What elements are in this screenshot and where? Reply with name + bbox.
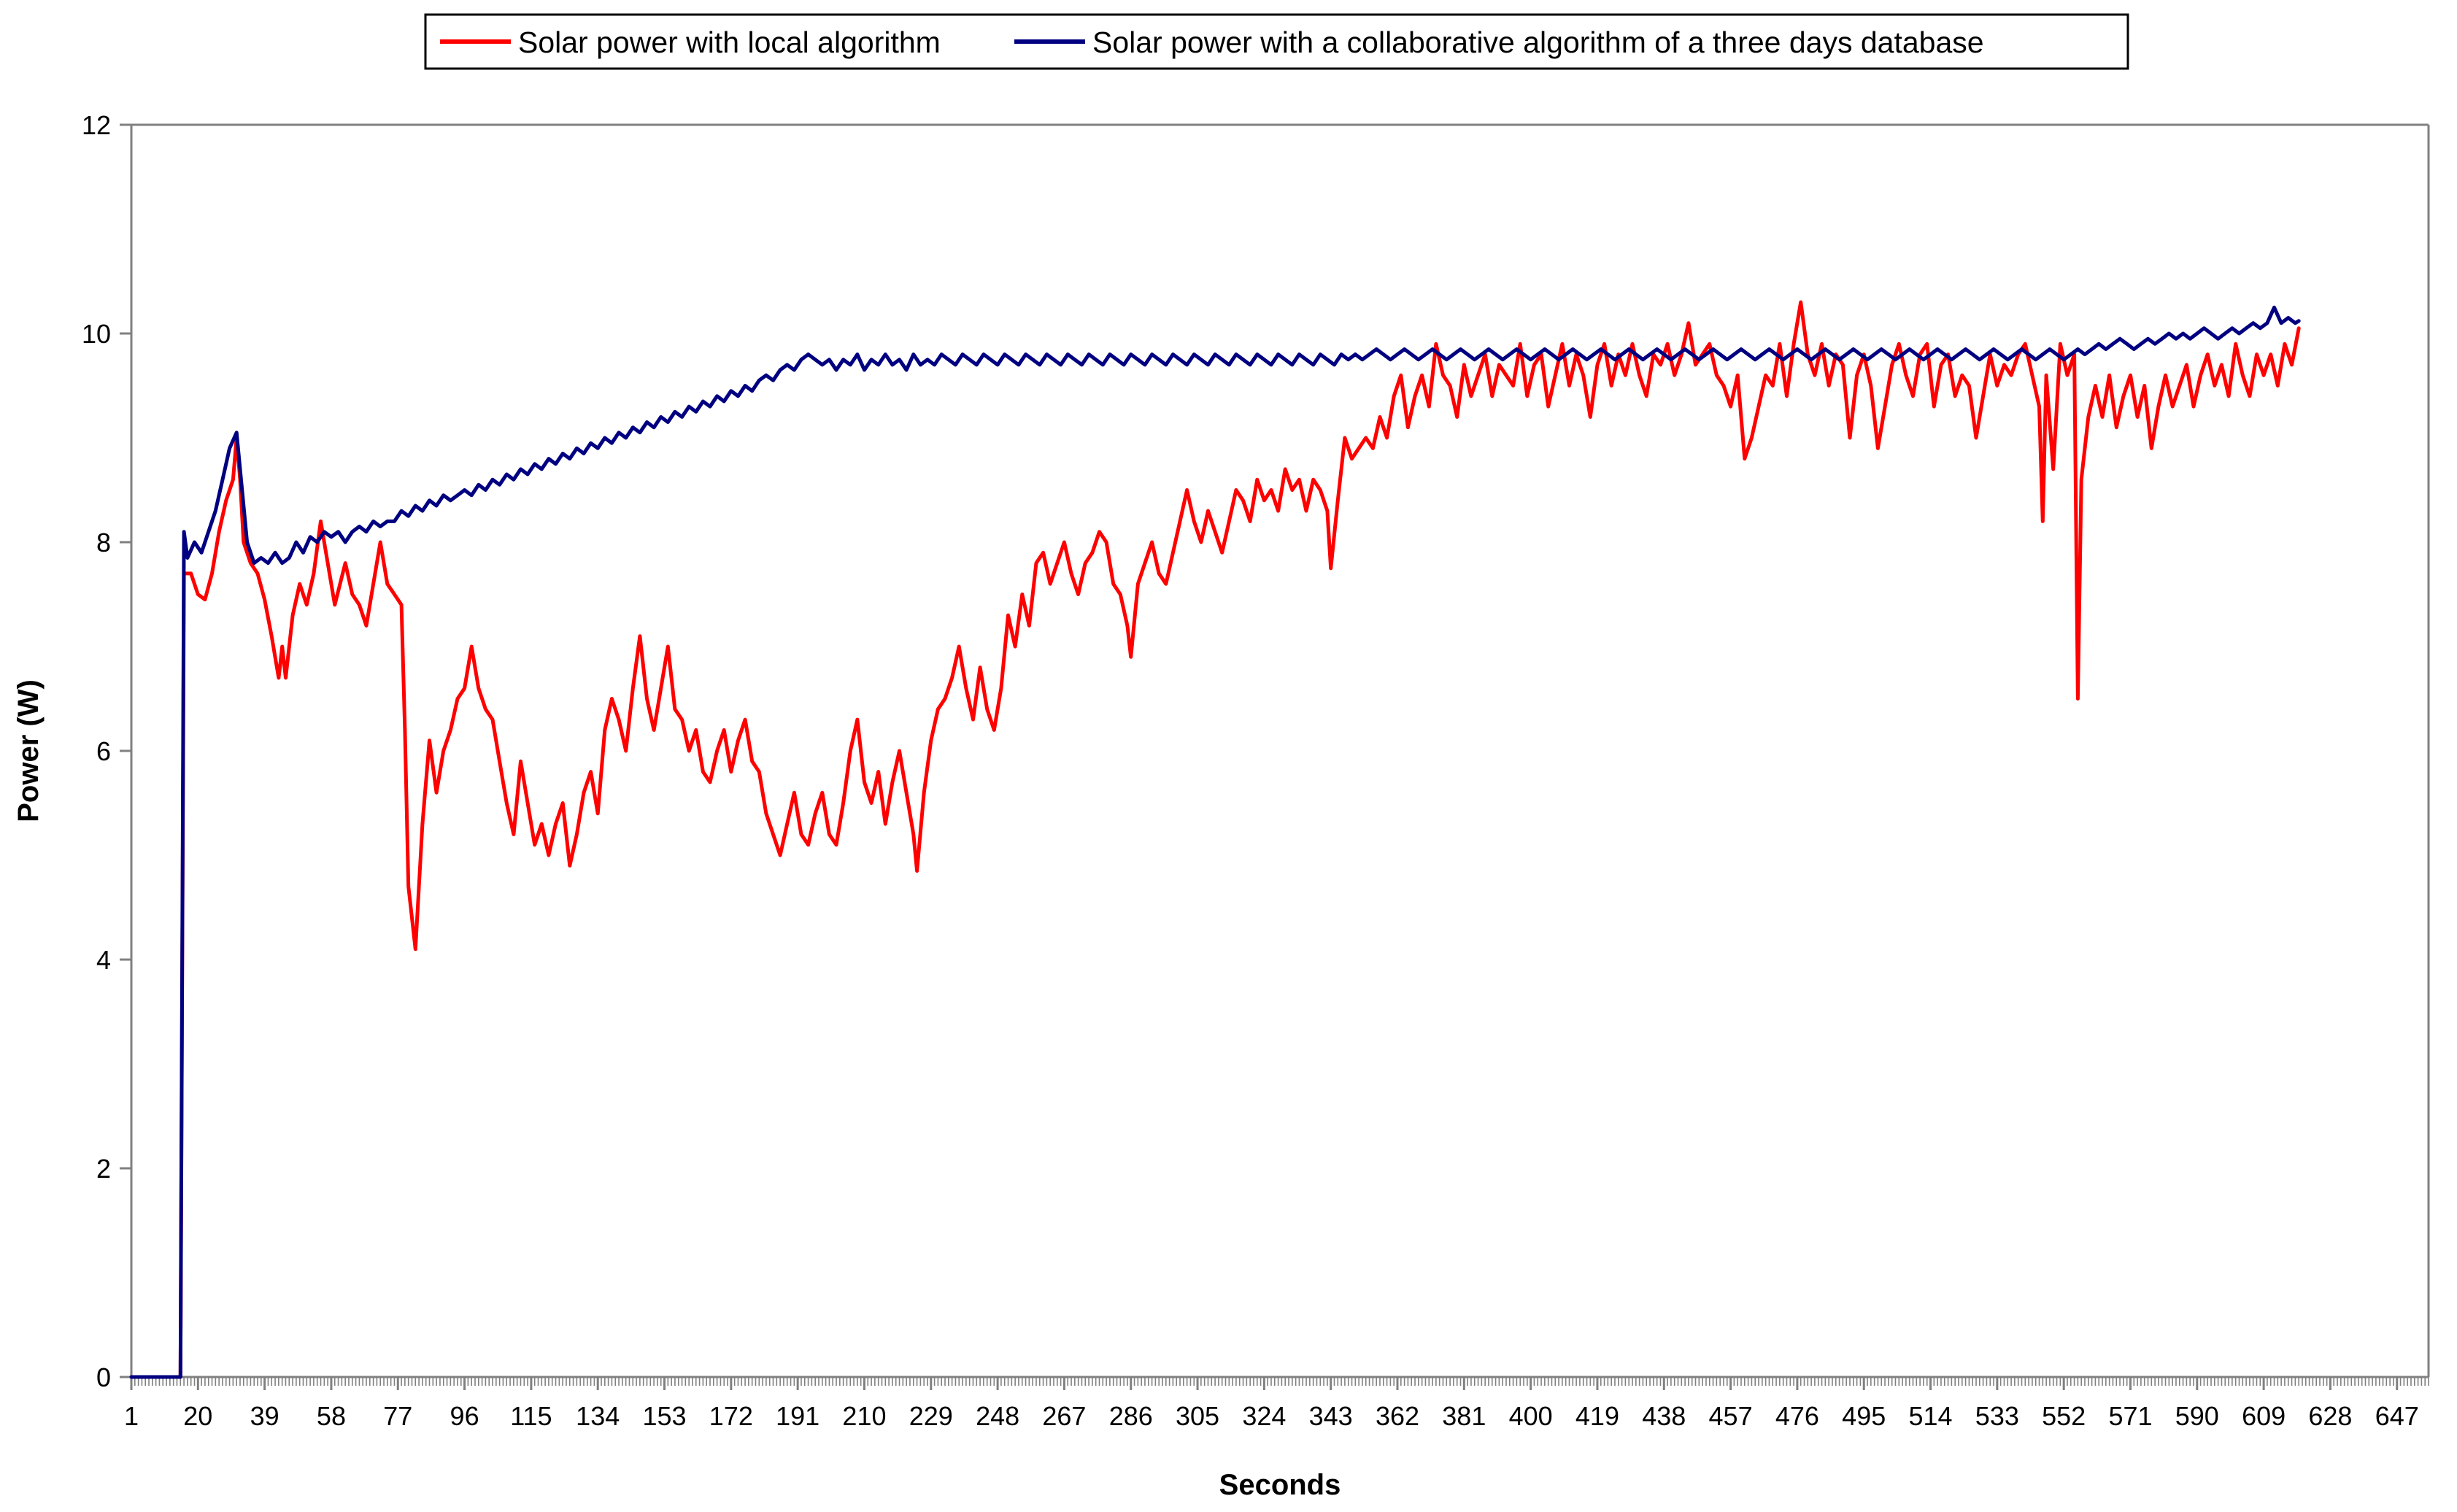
y-axis-ticks: 0 2 4 6 8 10 12 — [82, 110, 131, 1392]
x-minor-tick-marks — [131, 1377, 2429, 1386]
x-tick-label: 381 — [1442, 1401, 1486, 1431]
x-tick-label: 362 — [1376, 1401, 1419, 1431]
x-tick-label: 419 — [1575, 1401, 1619, 1431]
x-tick-label: 153 — [642, 1401, 686, 1431]
x-tick-label: 267 — [1042, 1401, 1086, 1431]
x-tick-label: 647 — [2375, 1401, 2419, 1431]
y-axis-title: Power (W) — [12, 679, 45, 822]
x-tick-label: 495 — [1842, 1401, 1886, 1431]
x-axis-ticks: 1 20 39 58 77 96 115 134 153 172 191 210 229 248 267 28… — [124, 1377, 2419, 1431]
x-tick-label: 20 — [183, 1401, 212, 1431]
series-line-local — [129, 300, 2301, 1379]
x-tick-label: 324 — [1242, 1401, 1286, 1431]
legend-label-collaborative: Solar power with a collaborative algorit… — [1092, 26, 1984, 59]
y-tick-label: 2 — [96, 1154, 111, 1184]
series-layer — [129, 300, 2301, 1379]
x-tick-label: 134 — [576, 1401, 620, 1431]
x-tick-label: 628 — [2308, 1401, 2352, 1431]
x-tick-label: 77 — [383, 1401, 412, 1431]
legend: Solar power with local algorithm Solar p… — [424, 13, 2129, 70]
x-tick-label: 533 — [1975, 1401, 2019, 1431]
x-tick-label: 457 — [1709, 1401, 1753, 1431]
x-tick-label: 305 — [1176, 1401, 1219, 1431]
y-tick-label: 0 — [96, 1362, 111, 1392]
x-tick-label: 438 — [1642, 1401, 1686, 1431]
x-tick-label: 96 — [450, 1401, 479, 1431]
legend-label-local: Solar power with local algorithm — [518, 26, 941, 59]
y-tick-label: 4 — [96, 945, 111, 975]
x-tick-label: 58 — [317, 1401, 346, 1431]
x-tick-label: 229 — [909, 1401, 953, 1431]
x-tick-label: 39 — [250, 1401, 279, 1431]
x-tick-label: 571 — [2108, 1401, 2152, 1431]
legend-box — [424, 13, 2129, 70]
x-tick-label: 248 — [976, 1401, 1019, 1431]
x-tick-label: 172 — [709, 1401, 753, 1431]
x-tick-label: 590 — [2175, 1401, 2219, 1431]
x-axis-title: Seconds — [1219, 1469, 1341, 1501]
x-tick-label: 210 — [842, 1401, 886, 1431]
y-tick-label: 10 — [82, 319, 111, 349]
x-axis-minor-ticks — [131, 1377, 2429, 1386]
y-tick-label: 8 — [96, 528, 111, 558]
x-tick-label: 609 — [2242, 1401, 2286, 1431]
y-tick-label: 6 — [96, 736, 111, 766]
y-tick-label: 12 — [82, 110, 111, 140]
x-tick-label: 400 — [1509, 1401, 1553, 1431]
x-tick-label: 552 — [2042, 1401, 2086, 1431]
x-tick-label: 191 — [776, 1401, 819, 1431]
x-tick-label: 286 — [1109, 1401, 1153, 1431]
x-tick-label: 1 — [124, 1401, 139, 1431]
series-line-collaborative — [129, 305, 2301, 1379]
x-tick-label: 343 — [1309, 1401, 1353, 1431]
x-tick-label: 514 — [1908, 1401, 1952, 1431]
x-tick-label: 115 — [510, 1401, 552, 1431]
x-tick-label: 476 — [1775, 1401, 1819, 1431]
